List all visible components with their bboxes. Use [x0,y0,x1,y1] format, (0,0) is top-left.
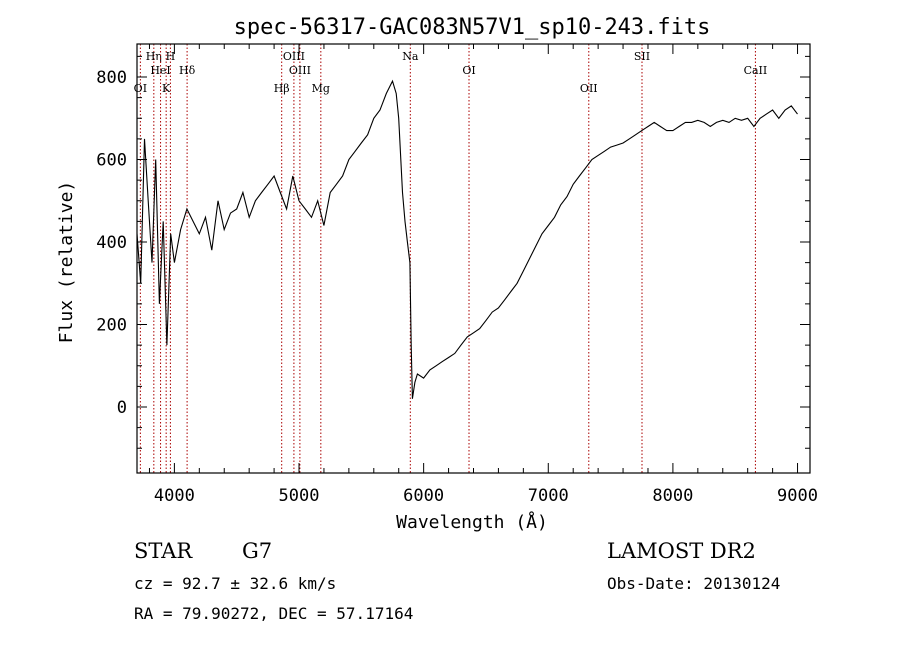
class-label: STAR [134,539,193,563]
line-marker-label: H [166,50,176,63]
line-marker-label: Mg [312,82,330,95]
y-tick-label: 0 [117,398,127,418]
line-marker-label: OIII [283,50,305,63]
coords-text: RA = 79.90272, DEC = 57.17164 [134,604,413,623]
line-marker-label: OI [134,82,147,95]
line-marker-label: Hη [146,50,162,63]
line-marker-label: Hδ [179,64,196,77]
line-marker-label: K [162,82,171,95]
redshift-text: cz = 92.7 ± 32.6 km/s [134,574,336,593]
x-tick-label: 6000 [403,486,444,506]
line-marker-label: SII [634,50,650,63]
line-marker-label: Na [402,50,419,63]
subclass-label: G7 [242,539,272,563]
y-tick-label: 600 [96,151,127,171]
y-tick-label: 200 [96,316,127,336]
line-marker-label: HeI [150,64,170,77]
line-marker-label: CaII [744,64,768,77]
line-marker-label: OIII [289,64,311,77]
x-tick-label: 8000 [652,486,693,506]
line-marker-label: OI [462,64,475,77]
x-tick-label: 4000 [154,486,195,506]
x-axis: 4000 5000 6000 7000 8000 9000 [148,44,818,506]
x-tick-label: 9000 [777,486,818,506]
survey-label: LAMOST DR2 [607,539,756,563]
y-tick-label: 400 [96,233,127,253]
spectrum-line [137,79,798,399]
y-tick-label: 800 [96,68,127,88]
x-axis-label: Wavelength (Å) [396,511,548,533]
line-marker-label: Hβ [274,82,290,95]
line-marker-label: OII [580,82,598,95]
x-tick-label: 7000 [528,486,569,506]
obs-date-text: Obs-Date: 20130124 [607,574,780,593]
chart-title: spec-56317-GAC083N57V1_sp10-243.fits [234,15,711,40]
y-axis-label: Flux (relative) [56,181,77,344]
y-axis: 0 200 400 600 800 [96,55,810,449]
plot-frame [136,43,811,474]
x-tick-label: 5000 [279,486,320,506]
